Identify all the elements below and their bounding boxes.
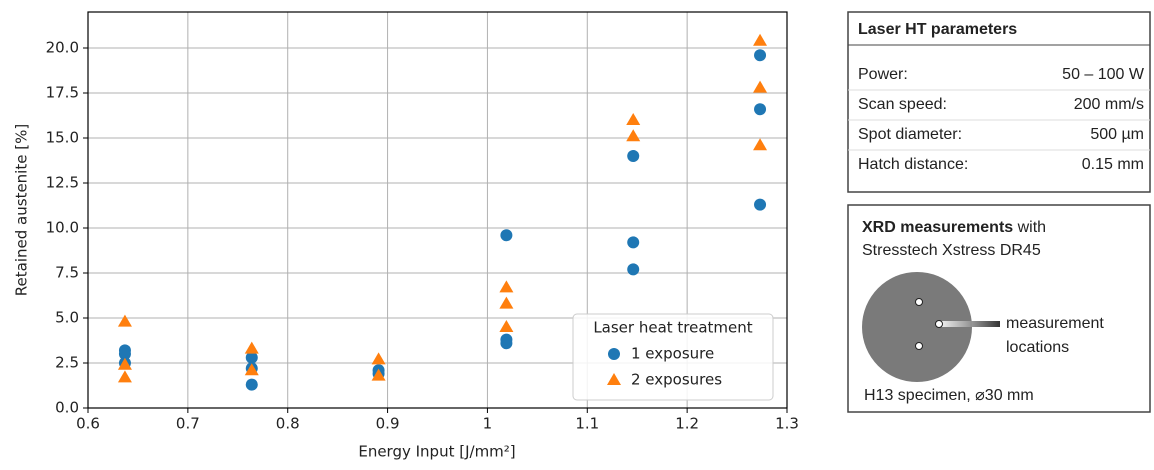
triangle-point: [607, 373, 621, 385]
x-tick-label: 1.3: [775, 415, 799, 433]
callout-text: locations: [1006, 339, 1069, 356]
triangle-point: [244, 341, 259, 354]
row-value: 0.15 mm: [1082, 156, 1144, 173]
triangle-point: [753, 33, 768, 46]
xrd-box: XRD measurements with Stresstech Xstress…: [847, 204, 1151, 413]
row-value: 50 – 100 W: [1062, 66, 1145, 83]
circle-point: [754, 49, 767, 62]
callout-line: [940, 321, 1000, 327]
triangle-point: [499, 296, 514, 309]
triangle-point: [499, 280, 514, 293]
triangle-point: [371, 352, 386, 365]
table-rows: Power: 50 – 100 W Scan speed: 200 mm/s Spot …: [848, 66, 1150, 173]
table-border: [847, 11, 1151, 193]
xrd-device: Stresstech Xstress DR45: [862, 242, 1041, 259]
table-title: Laser HT parameters: [858, 21, 1017, 38]
circle-point: [245, 378, 258, 391]
y-tick-label: 17.5: [46, 84, 79, 102]
y-tick-label: 2.5: [55, 354, 79, 372]
y-axis-label: Retained austenite [%]: [13, 124, 31, 296]
x-tick-label: 1.1: [575, 415, 599, 433]
plot-frame: [87, 11, 788, 409]
triangle-point: [626, 129, 641, 142]
row-label: Spot diameter:: [858, 126, 962, 143]
circle-point: [627, 236, 640, 249]
triangle-point: [117, 357, 132, 370]
parameters-table: Laser HT parameters Power: 50 – 100 W Scan…: [847, 11, 1151, 193]
circle-point: [500, 337, 513, 350]
measure-point: [915, 342, 923, 350]
triangle-point: [626, 113, 641, 125]
y-tick-label: 12.5: [46, 174, 79, 192]
measure-point: [935, 320, 943, 328]
y-tick-label: 5.0: [55, 309, 79, 327]
callout-text: measurement: [1006, 315, 1104, 332]
legend-label: 1 exposure: [631, 345, 714, 363]
triangle-point: [244, 363, 259, 376]
specimen-label: H13 specimen, ⌀30 mm: [864, 387, 1034, 404]
triangle-point: [117, 314, 132, 327]
circle-point: [118, 348, 131, 360]
legend-title: Laser heat treatment: [593, 319, 752, 337]
x-tick-label: 0.8: [276, 415, 300, 433]
circle-point: [500, 229, 513, 242]
measure-point: [915, 298, 923, 306]
x-tick-label: 1: [483, 415, 493, 433]
triangle-point: [753, 80, 768, 93]
x-tick-label: 1.2: [675, 415, 699, 433]
triangle-point: [499, 320, 514, 332]
row-label: Power:: [858, 66, 908, 83]
x-tick-label: 0.6: [76, 415, 100, 433]
circle-point: [627, 150, 640, 162]
x-tick-label: 0.9: [376, 415, 400, 433]
circle-point: [754, 198, 767, 211]
row-label: Hatch distance:: [858, 156, 968, 173]
triangle-point: [371, 368, 386, 381]
y-tick-label: 15.0: [46, 129, 79, 147]
y-tick-label: 10.0: [46, 219, 79, 237]
circle-point: [627, 263, 640, 276]
specimen: [862, 272, 972, 382]
row-label: Scan speed:: [858, 96, 947, 113]
row-value: 200 mm/s: [1074, 96, 1144, 113]
y-tick-label: 7.5: [55, 264, 79, 282]
plot: 0.6 0.7 0.8 0.9 1 1.1 1.2 1.3 0.0 2.5 5.0 7.5 10.0 12…: [46, 11, 799, 433]
circle-point: [754, 103, 767, 116]
xrd-title-bold: XRD measurements: [862, 219, 1013, 236]
triangle-point: [117, 370, 132, 383]
circle-point: [245, 351, 258, 364]
y-tick-label: 0.0: [55, 399, 79, 417]
legend-box: [572, 313, 774, 401]
y-tick-label: 20.0: [46, 39, 79, 57]
circle-point: [608, 348, 620, 360]
xrd-title: XRD measurements with: [862, 219, 1046, 236]
triangle-point: [753, 138, 768, 151]
legend-label: 2 exposures: [631, 371, 722, 389]
x-tick-label: 0.7: [176, 415, 200, 433]
x-axis-label: Energy Input [J/mm²]: [358, 443, 515, 461]
row-value: 500 µm: [1090, 126, 1144, 143]
xrd-title-rest: with: [1013, 219, 1046, 236]
